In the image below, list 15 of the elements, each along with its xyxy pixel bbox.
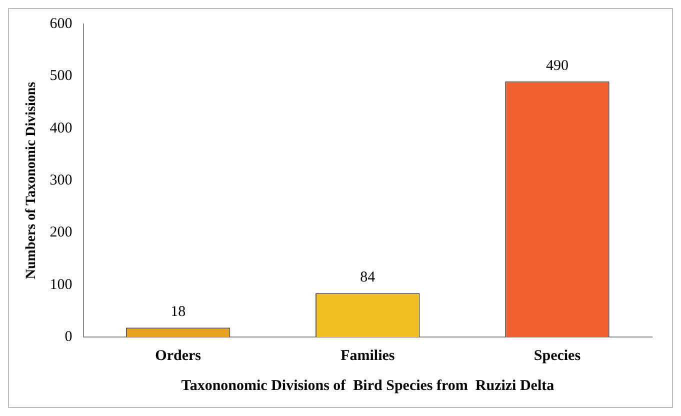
x-tick-label: Orders xyxy=(155,348,202,364)
data-label: 18 xyxy=(170,304,186,320)
y-tick-label: 200 xyxy=(50,224,72,241)
x-axis-title: Taxononomic Divisions of Bird Species from Ruzizi Delta xyxy=(181,378,555,394)
y-tick-label: 600 xyxy=(50,16,72,32)
x-tick-label: Families xyxy=(340,348,395,364)
y-axis-title: Numbers of Taxonomic Divisions xyxy=(24,81,40,280)
x-tick-label: Species xyxy=(534,348,581,364)
data-label: 84 xyxy=(360,270,376,286)
y-tick-label: 400 xyxy=(50,120,72,136)
y-tick-label: 100 xyxy=(50,276,72,293)
y-tick-label: 300 xyxy=(50,172,72,188)
y-tick-label: 500 xyxy=(50,68,72,84)
y-tick-label: 0 xyxy=(64,328,72,345)
data-label: 490 xyxy=(546,58,568,74)
